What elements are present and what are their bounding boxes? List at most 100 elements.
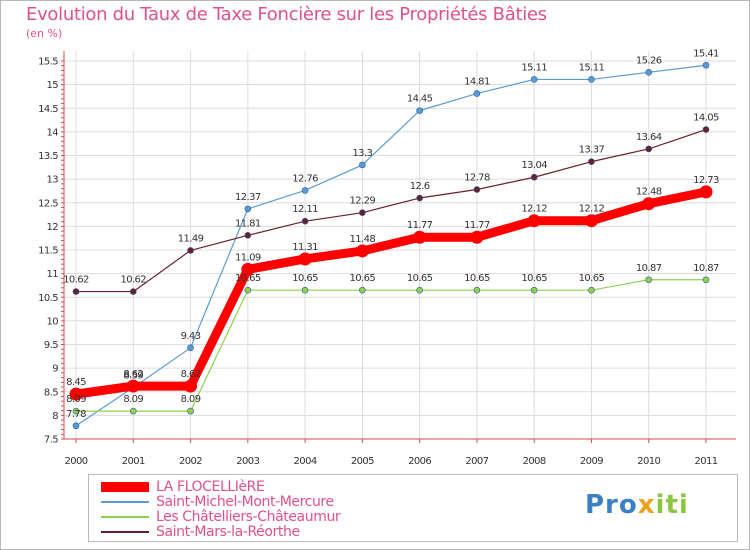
y-tick-label: 13.5 xyxy=(38,151,58,162)
y-tick-label: 14.5 xyxy=(38,104,58,115)
legend-swatch xyxy=(101,516,149,518)
y-tick-label: 12.5 xyxy=(38,198,58,209)
data-label: 11.77 xyxy=(464,220,490,231)
y-tick-label: 7.5 xyxy=(44,435,58,446)
y-tick-label: 11.5 xyxy=(38,246,58,257)
data-label: 15.41 xyxy=(693,48,719,59)
data-label: 8.59 xyxy=(123,370,143,381)
x-tick-label: 2010 xyxy=(637,456,660,467)
series-line xyxy=(75,279,707,412)
y-tick-label: 8 xyxy=(52,411,58,422)
data-label: 11.77 xyxy=(407,220,433,231)
data-label: 10.65 xyxy=(407,273,433,284)
data-label: 13.37 xyxy=(579,145,605,156)
data-label: 14.05 xyxy=(693,113,719,124)
data-label: 8.62 xyxy=(123,369,143,380)
x-tick-label: 2009 xyxy=(580,456,603,467)
data-point xyxy=(184,379,198,393)
y-tick-label: 15 xyxy=(46,80,58,91)
y-tick-label: 8.5 xyxy=(44,387,58,398)
data-label: 12.12 xyxy=(579,204,605,215)
data-label: 10.87 xyxy=(693,263,719,274)
data-point xyxy=(527,214,541,228)
data-point xyxy=(129,407,137,415)
data-point xyxy=(72,422,80,430)
data-label: 11.09 xyxy=(235,252,261,263)
data-label: 10.65 xyxy=(292,273,318,284)
data-point xyxy=(301,187,309,194)
x-tick-label: 2006 xyxy=(408,456,431,467)
data-label: 11.31 xyxy=(292,242,318,253)
data-point xyxy=(473,186,481,193)
y-tick-label: 9 xyxy=(52,364,58,375)
data-point xyxy=(187,407,194,415)
data-label: 10.65 xyxy=(521,273,547,284)
unit-label: (en %) xyxy=(26,27,63,40)
y-tick-label: 11 xyxy=(46,269,58,280)
data-point xyxy=(416,286,423,294)
data-point xyxy=(702,126,710,133)
y-tick-label: 10.5 xyxy=(38,293,58,304)
data-point xyxy=(129,288,137,295)
data-label: 12.76 xyxy=(292,173,318,184)
y-tick-label: 15.5 xyxy=(38,57,58,68)
data-label: 12.12 xyxy=(521,204,547,215)
series-2 xyxy=(72,276,710,415)
y-tick-label: 10 xyxy=(46,316,58,327)
legend-swatch xyxy=(101,531,149,533)
x-tick-label: 2004 xyxy=(294,456,317,467)
data-label: 10.65 xyxy=(579,273,605,284)
data-point xyxy=(642,197,656,211)
legend-label: Les Châtelliers-Châteaumur xyxy=(156,509,341,525)
chart-title: Evolution du Taux de Taxe Foncière sur l… xyxy=(26,4,547,25)
y-tick-label: 9.5 xyxy=(44,340,58,351)
data-label: 8.09 xyxy=(66,394,86,405)
data-point xyxy=(241,262,255,276)
data-point xyxy=(244,286,252,294)
logo-part-1: Pro xyxy=(585,490,638,520)
y-tick-label: 12 xyxy=(46,222,58,233)
data-label: 11.81 xyxy=(235,218,261,229)
x-tick-label: 2011 xyxy=(694,456,717,467)
data-point xyxy=(699,185,713,199)
data-label: 10.62 xyxy=(63,275,89,286)
data-point xyxy=(470,230,484,244)
data-point xyxy=(702,61,710,69)
line-chart: 7.588.599.51010.51111.51212.51313.51414.… xyxy=(38,48,736,467)
data-point xyxy=(187,344,194,352)
series-line xyxy=(75,128,707,293)
data-label: 13.04 xyxy=(521,160,547,171)
x-tick-label: 2002 xyxy=(179,456,202,467)
data-point xyxy=(584,214,598,228)
data-point xyxy=(301,217,309,225)
data-label: 15.11 xyxy=(521,62,547,73)
data-label: 12.78 xyxy=(464,173,490,184)
legend-label: Saint-Mars-la-Réorthe xyxy=(156,524,300,540)
data-point xyxy=(416,107,423,114)
data-point xyxy=(702,276,710,284)
data-point xyxy=(588,76,595,83)
series-0 xyxy=(69,185,713,401)
legend-label: Saint-Michel-Mont-Mercure xyxy=(156,494,334,510)
data-point xyxy=(645,69,653,76)
data-point xyxy=(645,145,653,153)
data-point xyxy=(473,90,481,97)
data-point xyxy=(416,194,423,202)
data-label: 9.43 xyxy=(181,331,201,342)
data-label: 13.64 xyxy=(636,132,662,143)
legend-swatch xyxy=(101,501,149,503)
data-point xyxy=(126,379,140,393)
x-tick-label: 2005 xyxy=(351,456,374,467)
data-point xyxy=(359,209,366,216)
data-label: 8.09 xyxy=(123,394,143,405)
data-label: 15.26 xyxy=(636,55,662,66)
series-3 xyxy=(72,126,710,295)
y-tick-label: 13 xyxy=(46,175,58,186)
x-tick-label: 2003 xyxy=(236,456,259,467)
data-label: 7.78 xyxy=(66,409,86,420)
data-point xyxy=(530,173,538,181)
logo-part-2: x xyxy=(637,490,656,520)
legend-label: LA FLOCELLIèRE xyxy=(156,479,265,495)
data-label: 12.48 xyxy=(636,187,662,198)
legend: LA FLOCELLIèRE Saint-Michel-Mont-Mercure L… xyxy=(88,474,738,542)
